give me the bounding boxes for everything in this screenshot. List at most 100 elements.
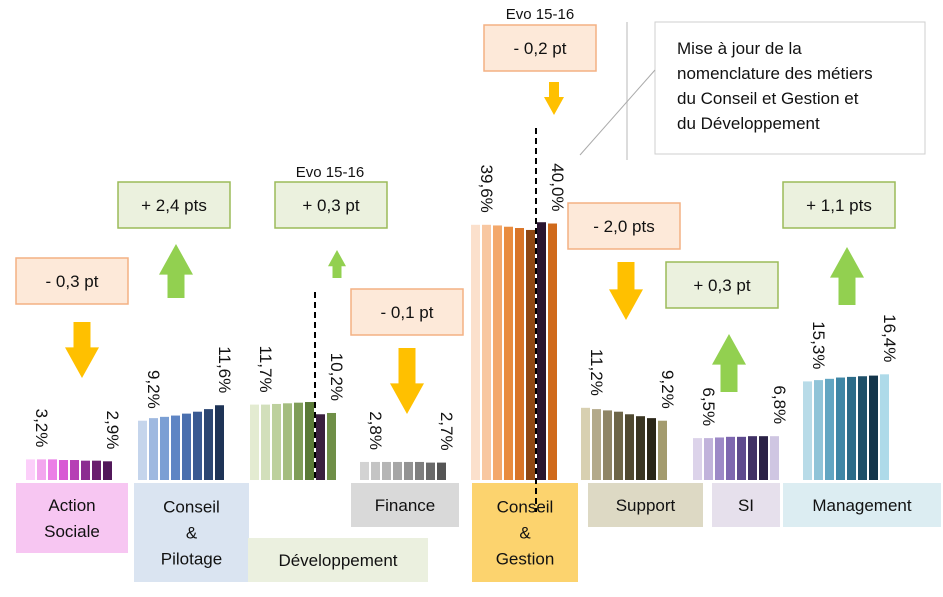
evo-value-management: + 1,1 pts bbox=[806, 196, 872, 215]
bar-action-sociale-2 bbox=[48, 459, 57, 480]
bar-developpement-7 bbox=[327, 412, 336, 480]
note-text-line: Mise à jour de la bbox=[677, 39, 802, 58]
bar-developpement-6 bbox=[316, 414, 325, 480]
bar-support-2 bbox=[603, 410, 612, 480]
arrow-up-icon-si bbox=[712, 334, 746, 392]
bar-conseil-gestion-0 bbox=[471, 224, 480, 480]
bar-conseil-pilotage-0 bbox=[138, 420, 147, 480]
bar-finance-0 bbox=[360, 461, 369, 480]
evo-box-support bbox=[567, 202, 681, 250]
bar-si-6 bbox=[759, 436, 768, 480]
bar-support-3 bbox=[614, 411, 623, 480]
arrow-up-icon-developpement bbox=[328, 250, 346, 278]
arrow-down-icon-support bbox=[609, 262, 643, 320]
category-label-developpement: Développement bbox=[278, 551, 397, 570]
bar-conseil-pilotage-5 bbox=[193, 411, 202, 480]
bar-management-1 bbox=[814, 380, 823, 480]
category-label-box-conseil-gestion bbox=[472, 483, 578, 582]
evo-box-finance bbox=[350, 288, 464, 336]
value-label-last-support: 9,2% bbox=[658, 370, 677, 409]
bar-conseil-gestion-6 bbox=[537, 222, 546, 480]
category-label-support: Support bbox=[616, 496, 676, 515]
category-label-box-conseil-pilotage bbox=[134, 483, 249, 582]
bar-group-support bbox=[581, 407, 667, 480]
bar-developpement-4 bbox=[294, 402, 303, 480]
bar-finance-3 bbox=[393, 461, 402, 480]
bar-support-6 bbox=[647, 418, 656, 480]
bar-finance-4 bbox=[404, 461, 413, 480]
evo-box-si bbox=[665, 261, 779, 309]
bar-si-5 bbox=[748, 436, 757, 480]
evo-value-action-sociale: - 0,3 pt bbox=[46, 272, 99, 291]
evo-box-conseil-pilotage bbox=[117, 181, 231, 229]
evo-box-conseil-gestion bbox=[483, 24, 597, 72]
bar-conseil-gestion-2 bbox=[493, 225, 502, 480]
category-label-box-action-sociale bbox=[16, 483, 128, 553]
evo-value-developpement: + 0,3 pt bbox=[302, 196, 359, 215]
bar-support-0 bbox=[581, 407, 590, 480]
bar-conseil-pilotage-4 bbox=[182, 413, 191, 480]
bar-action-sociale-7 bbox=[103, 461, 112, 480]
category-label-conseil-pilotage: & bbox=[186, 524, 198, 543]
bar-developpement-2 bbox=[272, 403, 281, 480]
evo-value-si: + 0,3 pt bbox=[693, 276, 750, 295]
value-label-first-management: 15,3% bbox=[809, 321, 828, 369]
bar-management-6 bbox=[869, 375, 878, 480]
evo-box-management bbox=[782, 181, 896, 229]
bar-group-finance bbox=[360, 461, 446, 480]
value-label-first-action-sociale: 3,2% bbox=[32, 409, 51, 448]
category-label-conseil-gestion: & bbox=[519, 524, 531, 543]
evo-box-action-sociale bbox=[15, 257, 129, 305]
bar-action-sociale-5 bbox=[81, 460, 90, 480]
bar-conseil-gestion-5 bbox=[526, 229, 535, 480]
value-label-last-si: 6,8% bbox=[770, 385, 789, 424]
bar-group-action-sociale bbox=[26, 459, 112, 480]
bar-management-4 bbox=[847, 376, 856, 480]
category-label-conseil-pilotage: Conseil bbox=[163, 498, 220, 517]
bar-support-5 bbox=[636, 416, 645, 480]
bar-developpement-1 bbox=[261, 404, 270, 480]
arrow-down-icon-finance bbox=[390, 348, 424, 414]
bar-conseil-pilotage-2 bbox=[160, 416, 169, 480]
note-box bbox=[654, 21, 926, 155]
bar-management-2 bbox=[825, 378, 834, 480]
note-text-line: nomenclature des métiers bbox=[677, 64, 873, 83]
arrow-up-icon-management bbox=[830, 247, 864, 305]
bar-action-sociale-1 bbox=[37, 459, 46, 480]
bar-si-4 bbox=[737, 436, 746, 480]
bar-conseil-pilotage-6 bbox=[204, 409, 213, 480]
bar-conseil-gestion-4 bbox=[515, 228, 524, 480]
category-label-finance: Finance bbox=[375, 496, 435, 515]
evo-box-developpement bbox=[274, 181, 388, 229]
bar-group-conseil-pilotage bbox=[138, 405, 224, 480]
value-label-last-finance: 2,7% bbox=[437, 412, 456, 451]
category-label-action-sociale: Action bbox=[48, 496, 95, 515]
bar-si-1 bbox=[704, 438, 713, 480]
bar-si-2 bbox=[715, 437, 724, 480]
bar-conseil-gestion-7 bbox=[548, 223, 557, 480]
note-text-line: du Développement bbox=[677, 114, 820, 133]
category-label-box-management bbox=[783, 483, 941, 527]
note-text-line: du Conseil et Gestion et bbox=[677, 89, 859, 108]
bar-finance-7 bbox=[437, 462, 446, 480]
category-label-box-support bbox=[588, 483, 703, 527]
bar-si-3 bbox=[726, 436, 735, 480]
note-pointer bbox=[579, 69, 656, 156]
category-label-conseil-gestion: Gestion bbox=[496, 550, 555, 569]
bar-management-0 bbox=[803, 381, 812, 480]
value-label-last-conseil-gestion: 40,0% bbox=[548, 163, 567, 211]
evo-value-conseil-gestion: - 0,2 pt bbox=[514, 39, 567, 58]
bar-group-management bbox=[803, 374, 889, 480]
category-label-management: Management bbox=[812, 496, 912, 515]
bar-conseil-pilotage-3 bbox=[171, 415, 180, 480]
bar-developpement-0 bbox=[250, 404, 259, 480]
category-label-conseil-pilotage: Pilotage bbox=[161, 550, 222, 569]
value-label-first-conseil-pilotage: 9,2% bbox=[144, 370, 163, 409]
bar-developpement-5 bbox=[305, 402, 314, 480]
bar-action-sociale-4 bbox=[70, 460, 79, 480]
category-label-box-finance bbox=[351, 483, 459, 527]
bar-conseil-gestion-1 bbox=[482, 224, 491, 480]
arrow-down-icon-action-sociale bbox=[65, 322, 99, 378]
bar-si-0 bbox=[693, 438, 702, 480]
